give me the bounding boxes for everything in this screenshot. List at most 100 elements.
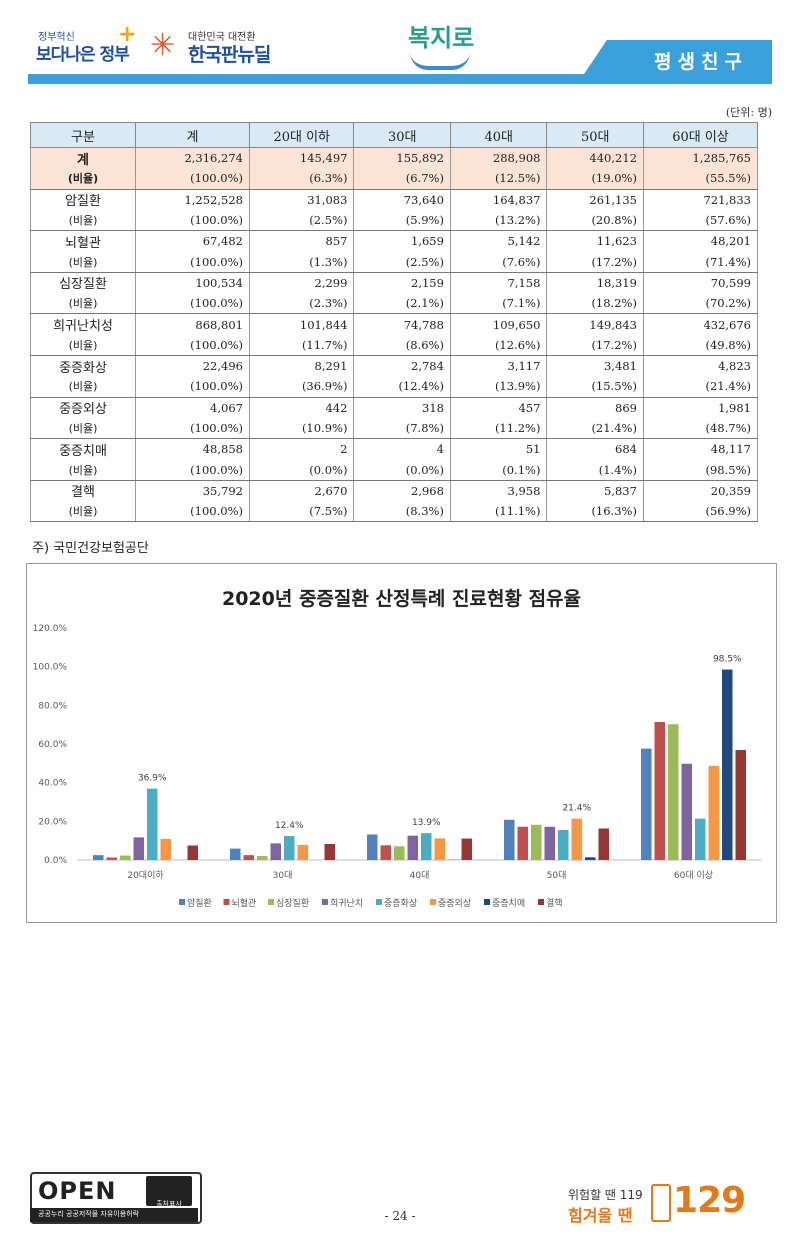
table-cell: (2.5%) bbox=[353, 251, 451, 273]
bar-중증치매 bbox=[585, 857, 596, 860]
table-cell: (17.2%) bbox=[546, 334, 644, 356]
data-label: 12.4% bbox=[275, 821, 304, 831]
data-label: 36.9% bbox=[138, 774, 167, 784]
open-license-text: OPEN bbox=[38, 1177, 117, 1205]
table-row: 중증외상 4,067 442 318 457 869 1,981 bbox=[30, 396, 759, 418]
x-tick-label: 50대 bbox=[547, 870, 567, 881]
table-cell: (6.3%) bbox=[248, 168, 355, 190]
bar-암질환 bbox=[641, 748, 652, 860]
table-cell: (71.4%) bbox=[642, 251, 759, 273]
table-cell: 2,316,274 bbox=[135, 147, 250, 169]
table-cell: (7.5%) bbox=[248, 501, 355, 523]
table-cell: (100.0%) bbox=[135, 251, 250, 273]
table-cell: (57.6%) bbox=[642, 209, 759, 232]
open-license-bar: 공공누리 공공저작물 자유이용허락 bbox=[30, 1208, 198, 1222]
bar-심장질환 bbox=[257, 855, 268, 860]
bar-희귀난치 bbox=[544, 826, 555, 860]
table-row: 계 2,316,274 145,497 155,892 288,908 440,212 1,… bbox=[30, 147, 759, 169]
logo-new-deal: 한국판뉴딜 bbox=[188, 44, 271, 66]
legend-label: 결핵 bbox=[546, 897, 563, 909]
legend-swatch bbox=[376, 899, 382, 905]
bar-희귀난치 bbox=[133, 837, 144, 860]
bar-희귀난치 bbox=[270, 843, 281, 860]
table-cell: 440,212 bbox=[546, 147, 644, 169]
open-license-logo bbox=[30, 1172, 202, 1224]
table-cell: 869 bbox=[546, 396, 644, 418]
y-tick-label: 0.0% bbox=[44, 856, 67, 866]
x-tick-label: 40대 bbox=[410, 870, 430, 881]
legend-swatch bbox=[484, 899, 490, 905]
data-label: 21.4% bbox=[562, 804, 591, 814]
unit-label: (단위: 명) bbox=[725, 106, 772, 119]
legend-swatch bbox=[223, 899, 230, 905]
table-cell: (8.3%) bbox=[353, 501, 451, 523]
row-label: 중증치매 bbox=[30, 438, 136, 460]
legend-label: 중증치매 bbox=[492, 897, 525, 909]
bar-중증외상 bbox=[434, 838, 445, 860]
row-label: (비율) bbox=[30, 334, 136, 356]
table-cell: 149,843 bbox=[546, 313, 644, 335]
y-tick-label: 60.0% bbox=[38, 740, 67, 750]
row-label: 계 bbox=[30, 147, 136, 169]
y-tick-label: 100.0% bbox=[33, 663, 68, 673]
bar-심장질환 bbox=[394, 846, 405, 860]
table-row: 중증화상 22,496 8,291 2,784 3,117 3,481 4,823 bbox=[30, 354, 759, 377]
bar-뇌혈관 bbox=[654, 721, 665, 860]
table-cell: (0.1%) bbox=[449, 459, 548, 481]
table-cell: 3,117 bbox=[449, 354, 548, 377]
table-cell: 2,784 bbox=[353, 354, 451, 377]
y-tick-label: 40.0% bbox=[38, 779, 67, 789]
bar-중증화상 bbox=[421, 833, 432, 860]
row-label: (비율) bbox=[30, 417, 136, 440]
phone-icon bbox=[651, 1184, 671, 1222]
table-cell: 868,801 bbox=[135, 313, 250, 335]
table-cell: (55.5%) bbox=[642, 168, 759, 190]
hotline-slogan: 힘겨울 땐 bbox=[568, 1206, 633, 1225]
table-cell: 74,788 bbox=[353, 313, 451, 335]
bar-암질환 bbox=[367, 834, 378, 860]
table-cell: (36.9%) bbox=[248, 376, 355, 398]
bar-결핵 bbox=[735, 749, 746, 860]
table-cell: 318 bbox=[353, 396, 451, 418]
table-cell: 2 bbox=[248, 438, 355, 460]
table-cell: 2,670 bbox=[248, 479, 355, 502]
table-cell: 73,640 bbox=[353, 188, 451, 210]
table-cell: (11.1%) bbox=[449, 501, 548, 523]
table-cell: (7.1%) bbox=[449, 293, 548, 315]
table-cell: 3,481 bbox=[546, 354, 644, 377]
bar-중증화상 bbox=[695, 818, 706, 860]
header-tab-label: 평생친구 bbox=[654, 51, 748, 73]
chart-panel: 2020년 중증질환 산정특례 진료현황 점유율 0.0% 20.0% 40.0% 6… bbox=[26, 563, 777, 923]
table-cell: (48.7%) bbox=[642, 417, 759, 440]
plus-mark-icon: + bbox=[118, 22, 137, 47]
table-cell: 155,892 bbox=[353, 147, 451, 169]
table-cell: 1,285,765 bbox=[642, 147, 759, 169]
table-header-cell: 계 bbox=[135, 122, 250, 148]
statistics-table: 구분 계 20대 이하 30대 40대 50대 60대 이상 계 2,316,27… bbox=[30, 122, 759, 523]
table-cell: (100.0%) bbox=[135, 168, 250, 190]
table-cell: (100.0%) bbox=[135, 293, 250, 315]
table-cell: 31,083 bbox=[248, 188, 355, 210]
table-row: (비율) (100.0%) (1.3%) (2.5%) (7.6%) (17.2%) (71… bbox=[30, 251, 759, 273]
table-cell: (100.0%) bbox=[135, 334, 250, 356]
bar-희귀난치 bbox=[681, 763, 692, 860]
table-cell: (11.7%) bbox=[248, 334, 355, 356]
bar-암질환 bbox=[504, 819, 515, 860]
bar-암질환 bbox=[93, 855, 104, 860]
table-cell: (17.2%) bbox=[546, 251, 644, 273]
table-row: (비율) (100.0%) (0.0%) (0.0%) (0.1%) (1.4%) (98.… bbox=[30, 459, 759, 481]
table-cell: (98.5%) bbox=[642, 459, 759, 481]
bar-뇌혈관 bbox=[243, 855, 254, 860]
table-cell: 109,650 bbox=[449, 313, 548, 335]
table-cell: (8.6%) bbox=[353, 334, 451, 356]
table-cell: 721,833 bbox=[642, 188, 759, 210]
table-body: 계 2,316,274 145,497 155,892 288,908 440,212 1,… bbox=[30, 147, 759, 523]
chart-title: 2020년 중증질환 산정특례 진료현황 점유율 bbox=[221, 588, 582, 610]
table-cell: (70.2%) bbox=[642, 293, 759, 315]
table-cell: (7.8%) bbox=[353, 417, 451, 440]
table-row: (비율) (100.0%) (2.5%) (5.9%) (13.2%) (20.8%) (5… bbox=[30, 209, 759, 232]
bar-중증외상 bbox=[160, 838, 171, 860]
legend-swatch bbox=[538, 899, 544, 905]
bar-중증외상 bbox=[297, 844, 308, 860]
table-cell: 2,299 bbox=[248, 271, 355, 294]
